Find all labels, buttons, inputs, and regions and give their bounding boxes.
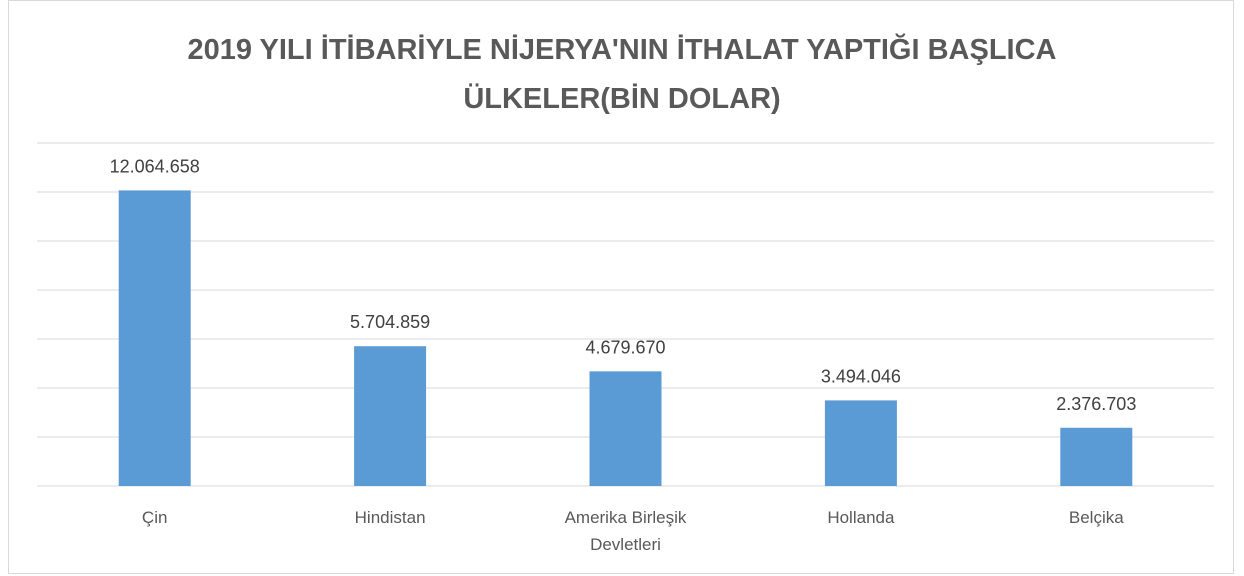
x-tick-label: Çin: [141, 508, 168, 527]
data-label: 4.679.670: [585, 337, 665, 357]
data-label: 12.064.658: [110, 156, 200, 176]
bar: [1060, 427, 1133, 486]
x-tick-label: Hindistan: [354, 508, 426, 527]
x-tick-label: Amerika Birleşik Devletleri: [564, 508, 687, 554]
bar: [354, 346, 427, 486]
data-label: 2.376.703: [1056, 394, 1136, 414]
x-tick-label: Hollanda: [827, 508, 895, 527]
data-label: 5.704.859: [350, 312, 430, 332]
chart-frame: [8, 0, 1234, 574]
bar: [589, 371, 662, 486]
chart-title: 2019 YILI İTİBARİYLE NİJERYA'NIN İTHALAT…: [187, 34, 1057, 115]
bar: [118, 190, 191, 486]
data-label: 3.494.046: [821, 366, 901, 386]
x-tick-label: Belçika: [1068, 508, 1124, 527]
bar: [824, 400, 897, 486]
